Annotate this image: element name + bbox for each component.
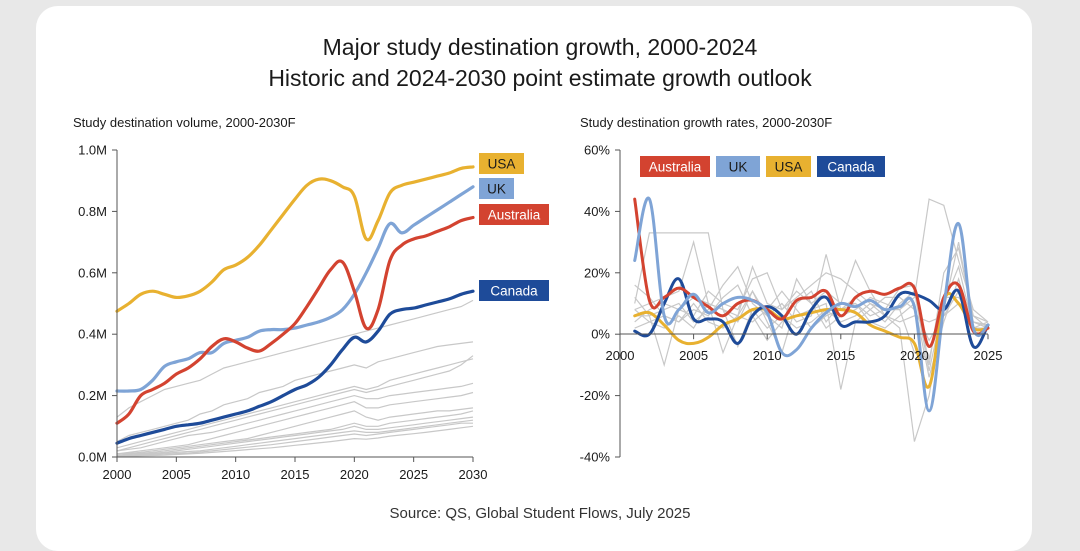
- volume-line-uk: [115, 185, 475, 393]
- volume-other-line: [116, 419, 474, 457]
- growth-y-tick-label: -20%: [580, 388, 611, 403]
- volume-legend-swatch-australia: [479, 204, 549, 225]
- growth-x-tick-label: 2025: [974, 348, 1003, 363]
- growth-line-uk: [633, 196, 990, 413]
- volume-line-canada: [115, 289, 475, 445]
- growth-x-tick-label: 2000: [606, 348, 635, 363]
- growth-x-tick-label: 2010: [753, 348, 782, 363]
- volume-other-line: [116, 391, 474, 455]
- growth-other-line: [634, 239, 989, 366]
- volume-x-ticks: 2000 2005 2010 2015 2020 2025 2030: [103, 457, 488, 482]
- volume-x-tick-label: 2025: [399, 467, 428, 482]
- volume-line-australia: [115, 215, 475, 425]
- volume-y-tick-label: 0.8M: [78, 204, 107, 219]
- chart-card: [36, 6, 1032, 551]
- growth-y-tick-label: 60%: [584, 143, 610, 158]
- growth-y-tick-label: -40%: [580, 450, 611, 465]
- volume-other-line: [116, 407, 474, 455]
- volume-other-line: [116, 422, 473, 457]
- volume-y-tick-label: 0.2M: [78, 388, 107, 403]
- volume-legend-label-australia: Australia: [488, 208, 541, 223]
- volume-x-tick-label: 2020: [340, 467, 369, 482]
- volume-y-tick-label: 0.0M: [78, 450, 107, 465]
- growth-x-tick-label: 2015: [826, 348, 855, 363]
- volume-legend-label-usa: USA: [488, 157, 516, 172]
- growth-legend-swatch-usa: [766, 156, 811, 177]
- volume-y-tick-label: 0.4M: [78, 327, 107, 342]
- volume-other-line: [116, 382, 474, 452]
- volume-other-line: [116, 358, 474, 449]
- growth-y-ticks: -40% -20% 0% 20% 40% 60%: [580, 143, 620, 465]
- growth-chart: Study destination growth rates, 2000-203…: [580, 115, 1003, 465]
- source-note: Source: QS, Global Student Flows, July 2…: [389, 505, 691, 522]
- volume-x-tick-label: 2000: [103, 467, 132, 482]
- volume-x-tick-label: 2015: [281, 467, 310, 482]
- volume-other-series: [116, 299, 474, 457]
- volume-other-line: [116, 355, 474, 452]
- volume-y-tick-label: 0.6M: [78, 265, 107, 280]
- growth-y-tick-label: 40%: [584, 204, 610, 219]
- growth-chart-subtitle: Study destination growth rates, 2000-203…: [580, 115, 832, 130]
- growth-y-tick-label: 0%: [591, 327, 610, 342]
- volume-x-tick-label: 2005: [162, 467, 191, 482]
- growth-legend-label-australia: Australia: [649, 160, 702, 175]
- growth-other-series: [634, 198, 989, 442]
- volume-y-ticks: 0.0M 0.2M 0.4M 0.6M 0.8M 1.0M: [78, 143, 117, 465]
- volume-legend-swatch-canada: [479, 280, 549, 301]
- volume-legend-label-canada: Canada: [490, 284, 538, 299]
- volume-other-line: [116, 299, 474, 418]
- volume-chart: Study destination volume, 2000-2030F 0.0…: [73, 115, 549, 482]
- growth-other-line: [634, 302, 989, 349]
- volume-main-series: [115, 165, 475, 445]
- volume-x-tick-label: 2010: [221, 467, 250, 482]
- growth-legend: Australia UK USA Canada: [640, 156, 885, 177]
- volume-legend-swatch-usa: [479, 153, 524, 174]
- volume-x-tick-label: 2030: [459, 467, 488, 482]
- volume-chart-subtitle: Study destination volume, 2000-2030F: [73, 115, 296, 130]
- title-line-1: Major study destination growth, 2000-202…: [322, 34, 758, 60]
- volume-other-line: [116, 416, 474, 457]
- growth-legend-label-usa: USA: [775, 160, 803, 175]
- growth-legend-swatch-uk: [716, 156, 760, 177]
- growth-legend-swatch-canada: [817, 156, 885, 177]
- volume-legend-label-uk: UK: [487, 182, 506, 197]
- growth-main-series: [633, 196, 990, 413]
- volume-legend-swatch-uk: [479, 178, 514, 199]
- growth-y-tick-label: 20%: [584, 265, 610, 280]
- growth-line-canada: [633, 277, 990, 349]
- growth-legend-label-uk: UK: [729, 160, 748, 175]
- volume-legend: USA UK Australia Canada: [479, 153, 549, 301]
- growth-other-line: [634, 254, 989, 378]
- growth-legend-swatch-australia: [640, 156, 710, 177]
- growth-x-ticks: 2000 2005 2010 2015 2020 2025: [606, 334, 1003, 363]
- growth-x-tick-label: 2020: [900, 348, 929, 363]
- volume-other-line: [116, 410, 474, 457]
- volume-line-usa: [115, 165, 475, 313]
- volume-other-line: [116, 425, 474, 457]
- growth-line-usa: [633, 292, 990, 389]
- volume-other-line: [116, 341, 474, 443]
- volume-y-tick-label: 1.0M: [78, 143, 107, 158]
- growth-x-tick-label: 2005: [679, 348, 708, 363]
- growth-legend-label-canada: Canada: [827, 160, 875, 175]
- chart-title: Major study destination growth, 2000-202…: [0, 32, 1080, 94]
- title-line-2: Historic and 2024-2030 point estimate gr…: [268, 65, 812, 91]
